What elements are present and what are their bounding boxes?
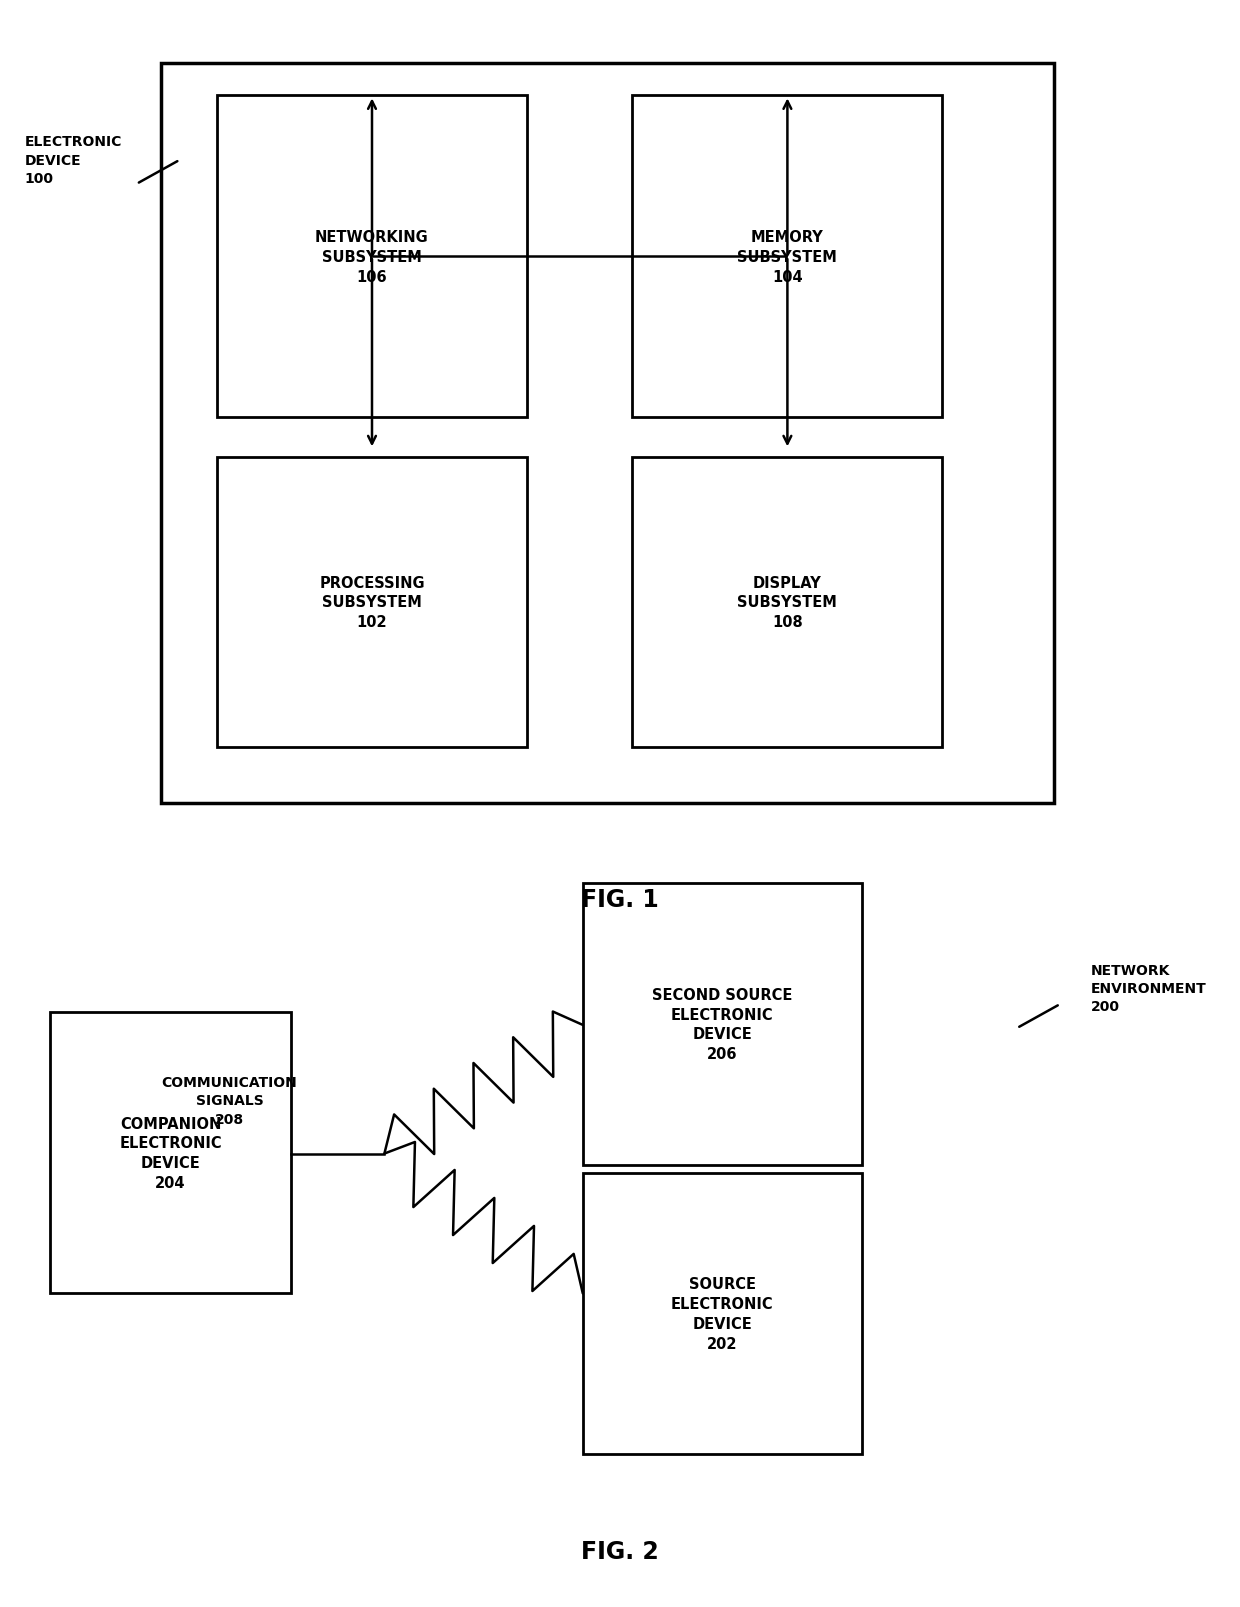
Text: COMPANION
ELECTRONIC
DEVICE
204: COMPANION ELECTRONIC DEVICE 204	[119, 1115, 222, 1191]
Text: FIG. 2: FIG. 2	[582, 1540, 658, 1562]
Bar	[217, 458, 527, 747]
Text: FIG. 1: FIG. 1	[582, 889, 658, 911]
Bar	[217, 96, 527, 418]
Bar	[161, 64, 1054, 804]
Bar	[632, 458, 942, 747]
Text: NETWORK
ENVIRONMENT
200: NETWORK ENVIRONMENT 200	[1091, 963, 1207, 1014]
Text: NETWORKING
SUBSYSTEM
106: NETWORKING SUBSYSTEM 106	[315, 230, 429, 284]
Text: MEMORY
SUBSYSTEM
104: MEMORY SUBSYSTEM 104	[738, 230, 837, 284]
Text: COMMUNICATION
SIGNALS
208: COMMUNICATION SIGNALS 208	[161, 1075, 298, 1127]
Bar	[583, 1173, 862, 1454]
Bar	[50, 1012, 291, 1294]
Bar	[632, 96, 942, 418]
Text: PROCESSING
SUBSYSTEM
102: PROCESSING SUBSYSTEM 102	[319, 575, 425, 630]
Text: DISPLAY
SUBSYSTEM
108: DISPLAY SUBSYSTEM 108	[738, 575, 837, 630]
Bar	[583, 884, 862, 1165]
Text: ELECTRONIC
DEVICE
100: ELECTRONIC DEVICE 100	[25, 135, 123, 186]
Text: SECOND SOURCE
ELECTRONIC
DEVICE
206: SECOND SOURCE ELECTRONIC DEVICE 206	[652, 987, 792, 1062]
Text: SOURCE
ELECTRONIC
DEVICE
202: SOURCE ELECTRONIC DEVICE 202	[671, 1276, 774, 1351]
